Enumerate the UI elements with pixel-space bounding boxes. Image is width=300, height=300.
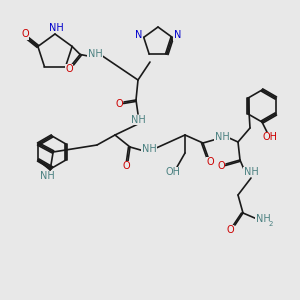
Text: NH: NH bbox=[142, 144, 156, 154]
Text: O: O bbox=[115, 99, 123, 109]
Text: OH: OH bbox=[166, 167, 181, 177]
Text: O: O bbox=[122, 161, 130, 171]
Text: NH: NH bbox=[49, 23, 63, 33]
Text: N: N bbox=[174, 30, 181, 40]
Text: NH: NH bbox=[244, 167, 258, 177]
Text: O: O bbox=[226, 225, 234, 235]
Text: NH: NH bbox=[256, 214, 270, 224]
Text: O: O bbox=[65, 64, 73, 74]
Text: NH: NH bbox=[214, 132, 230, 142]
Text: N: N bbox=[135, 30, 142, 40]
Text: O: O bbox=[206, 157, 214, 167]
Text: NH: NH bbox=[130, 115, 146, 125]
Text: 2: 2 bbox=[269, 221, 273, 227]
Text: NH: NH bbox=[88, 50, 103, 59]
Text: OH: OH bbox=[262, 132, 278, 142]
Text: NH: NH bbox=[40, 171, 55, 181]
Text: O: O bbox=[217, 161, 225, 171]
Text: O: O bbox=[21, 29, 29, 39]
